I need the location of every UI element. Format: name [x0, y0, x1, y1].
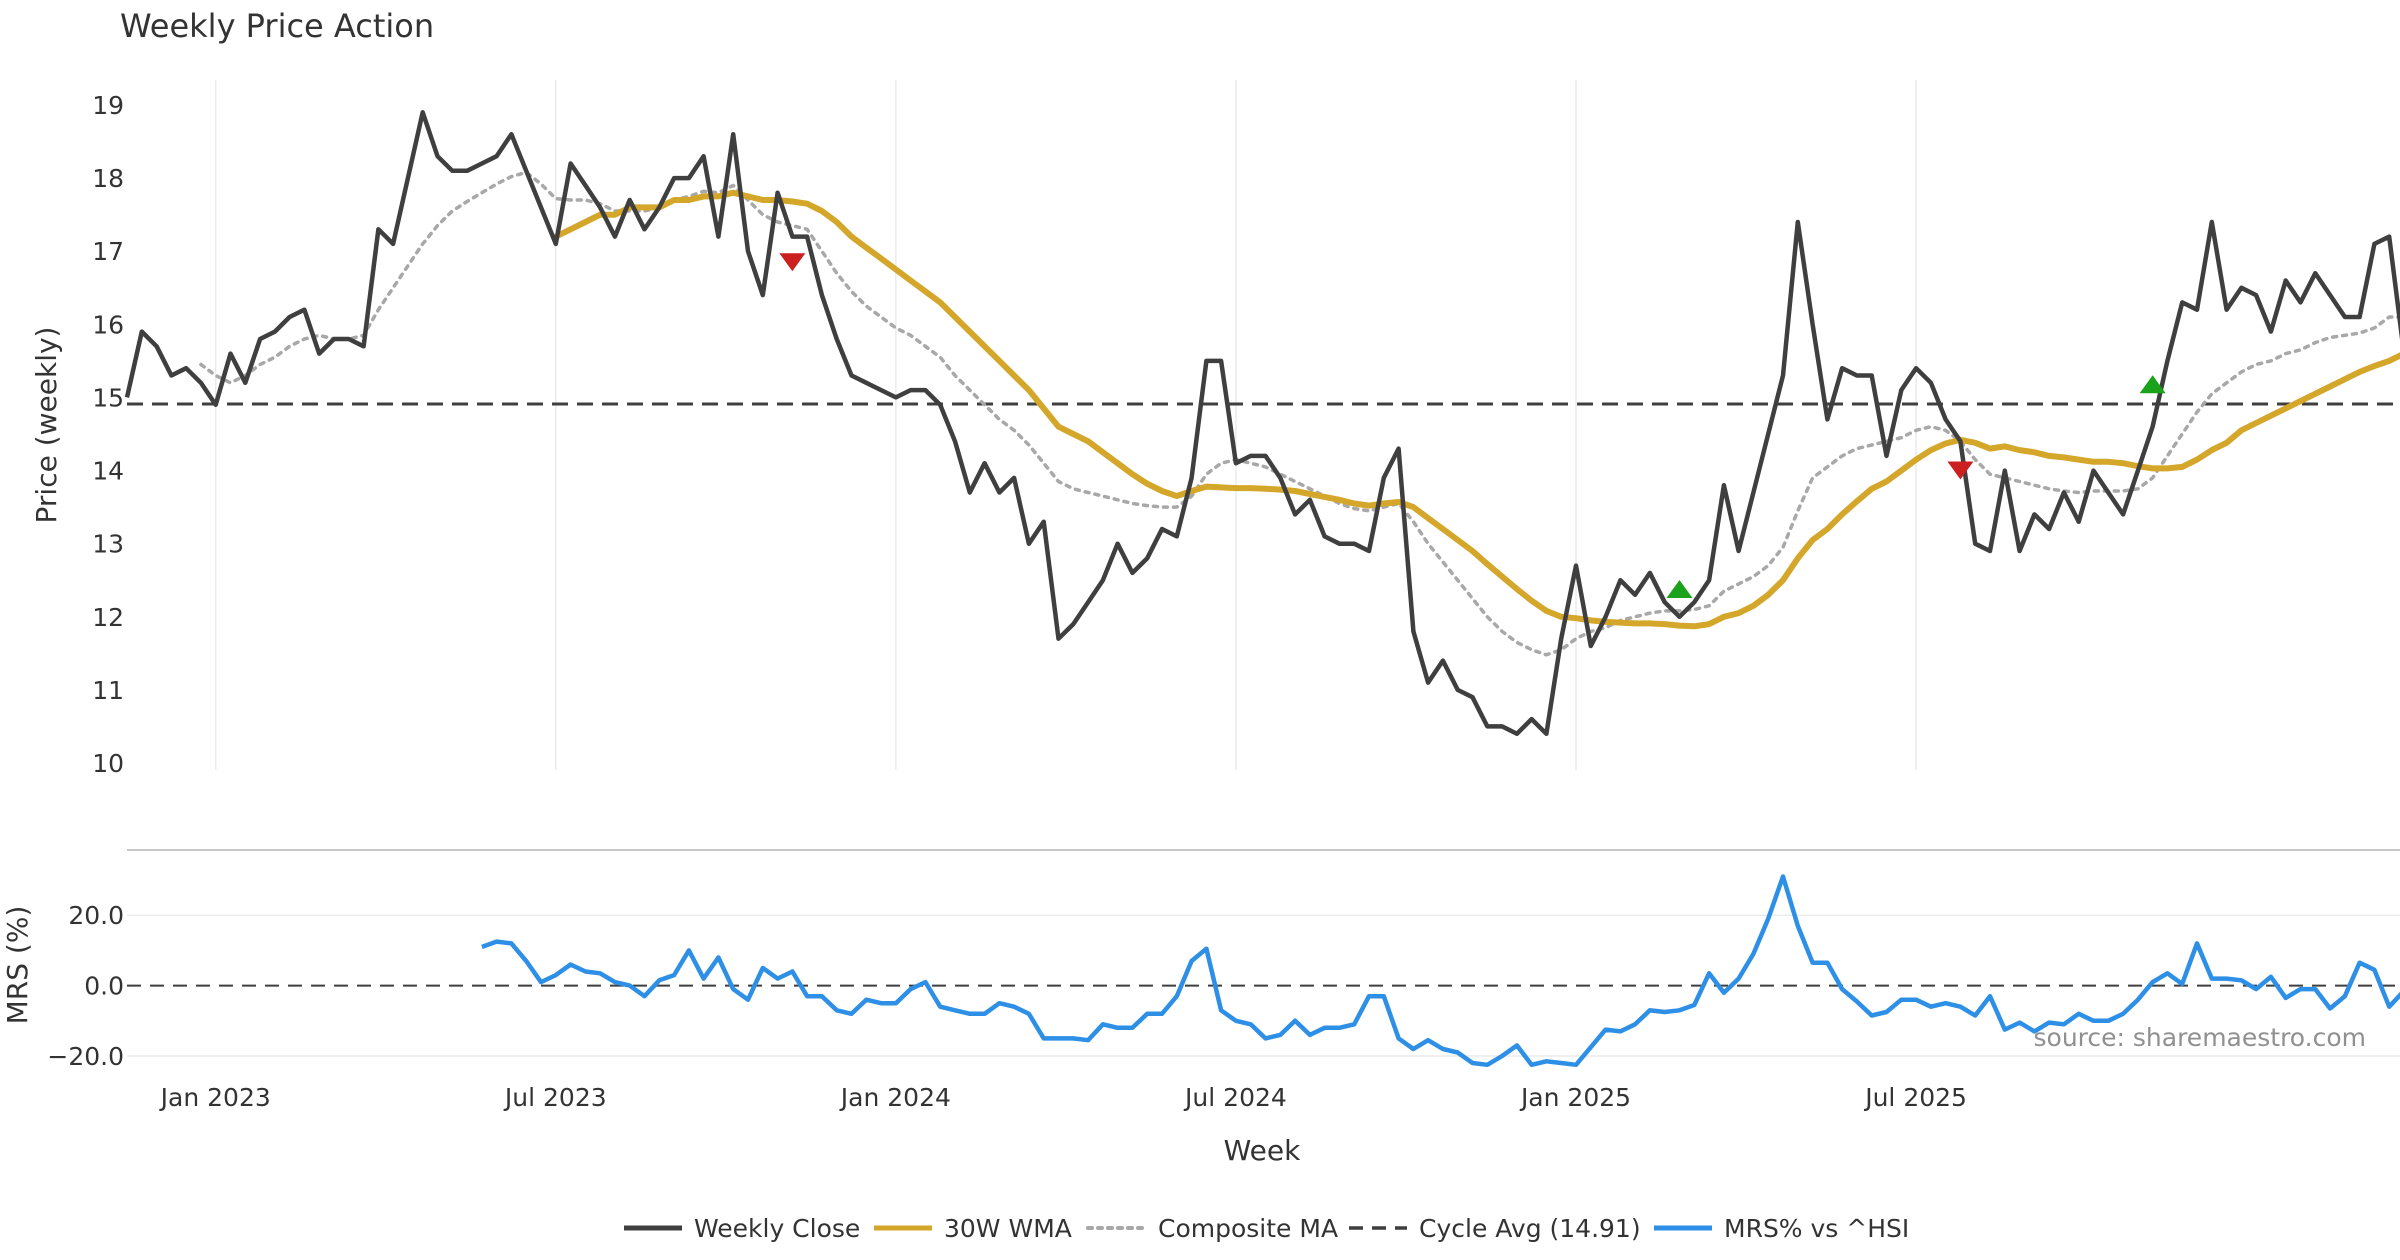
price-y-label: Price (weekly) — [30, 327, 63, 524]
price-y-tick-label: 15 — [92, 383, 124, 412]
x-tick-label: Jul 2023 — [503, 1083, 607, 1112]
x-tick-label: Jul 2024 — [1183, 1083, 1287, 1112]
mrs-y-label: MRS (%) — [1, 906, 34, 1025]
signals — [779, 253, 2166, 598]
mrs-y-tick-label: −20.0 — [47, 1042, 124, 1071]
mrs-series — [481, 874, 2400, 1068]
legend-item: Weekly Close — [624, 1214, 860, 1243]
price-grid — [214, 80, 1917, 770]
x-tick-label: Jan 2023 — [159, 1083, 271, 1112]
legend: Weekly Close 30W WMA Composite MA Cycle Avg… — [624, 1214, 1909, 1243]
price-y-tick-label: 11 — [92, 676, 124, 705]
composite-ma-line — [199, 170, 2400, 657]
mrs-panel: 20.0 0.0 −20.0 MRS (%) source: sharemaestr… — [1, 874, 2400, 1071]
legend-item: MRS% vs ^HSI — [1654, 1214, 1909, 1243]
legend-item: Composite MA — [1086, 1214, 1338, 1243]
mrs-y-ticks: 20.0 0.0 −20.0 — [47, 901, 124, 1071]
price-y-ticks: 10 11 12 13 14 15 16 17 18 19 — [92, 91, 124, 778]
legend-label: Weekly Close — [694, 1214, 860, 1243]
price-y-tick-label: 16 — [92, 310, 124, 339]
legend-label: Composite MA — [1158, 1214, 1338, 1243]
price-y-tick-label: 10 — [92, 749, 124, 778]
x-ticks: Jan 2023 Jul 2023 Jan 2024 Jul 2024 Jan 2025… — [159, 1083, 1967, 1112]
source-label: source: sharemaestro.com — [2034, 1023, 2367, 1052]
x-axis-label: Week — [1224, 1134, 1301, 1167]
chart-title: Weekly Price Action — [120, 7, 434, 45]
price-y-tick-label: 12 — [92, 603, 124, 632]
mrs-y-tick-label: 20.0 — [68, 901, 124, 930]
legend-label: MRS% vs ^HSI — [1724, 1214, 1909, 1243]
mrs-grid — [127, 914, 2400, 1057]
price-y-tick-label: 13 — [92, 530, 124, 559]
sell-signal-marker — [1947, 461, 1974, 480]
price-y-tick-label: 18 — [92, 164, 124, 193]
legend-item: 30W WMA — [874, 1214, 1072, 1243]
buy-signal-marker — [1666, 579, 1693, 598]
sell-signal-marker — [779, 253, 806, 272]
x-tick-label: Jul 2025 — [1863, 1083, 1967, 1112]
mrs-y-tick-label: 0.0 — [84, 972, 124, 1001]
legend-label: Cycle Avg (14.91) — [1419, 1214, 1641, 1243]
x-tick-label: Jan 2025 — [1519, 1083, 1631, 1112]
buy-signal-marker — [2139, 375, 2166, 394]
price-y-tick-label: 14 — [92, 457, 124, 486]
legend-item: Cycle Avg (14.91) — [1349, 1214, 1641, 1243]
legend-label: 30W WMA — [944, 1214, 1072, 1243]
price-y-tick-label: 19 — [92, 91, 124, 120]
price-y-tick-label: 17 — [92, 237, 124, 266]
x-tick-label: Jan 2024 — [839, 1083, 951, 1112]
weekly-close-line — [124, 110, 2400, 737]
price-series — [124, 110, 2400, 737]
mrs-line — [481, 874, 2400, 1068]
price-panel: 10 11 12 13 14 15 16 17 18 19 Price (weekly) — [30, 80, 2400, 778]
wma-30w-line — [552, 189, 2400, 630]
